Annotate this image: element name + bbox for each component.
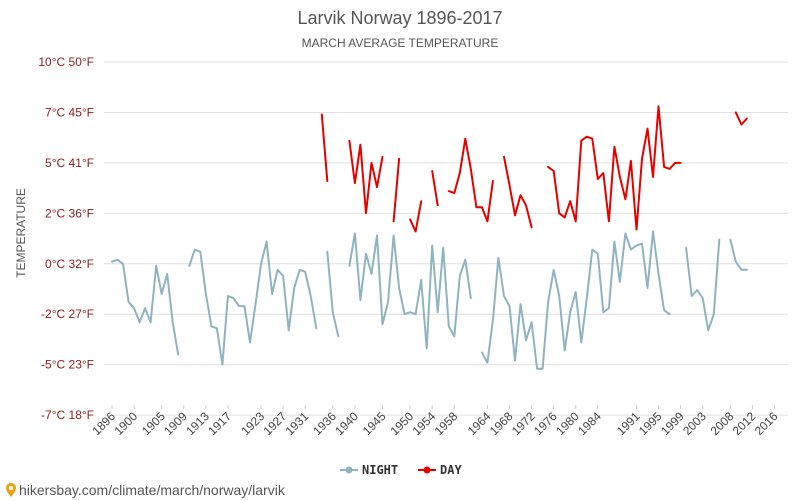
x-tick-label: 2003 xyxy=(680,409,709,438)
series-day xyxy=(320,105,748,233)
series-line-night xyxy=(480,230,671,370)
series-lines xyxy=(111,105,748,370)
x-tick-label: 1984 xyxy=(575,409,604,438)
y-tick-label: 7°C 45°F xyxy=(45,105,94,119)
x-tick-label: 1968 xyxy=(487,409,516,438)
series-line-day xyxy=(734,111,748,126)
y-tick-label: 10°C 50°F xyxy=(38,55,94,69)
y-tick-labels: 10°C 50°F 7°C 45°F 5°C 41°F 2°C 36°F 0°C 32°… xyxy=(38,55,94,422)
y-axis-label: TEMPERATURE xyxy=(14,188,28,278)
x-tick-label: 1954 xyxy=(410,409,439,438)
x-tick-label: 1945 xyxy=(360,409,389,438)
series-line-day xyxy=(320,113,329,182)
x-tick-label: 1964 xyxy=(465,409,494,438)
series-line-day xyxy=(431,170,439,207)
x-tick-label: 1972 xyxy=(509,409,538,438)
y-tick-label: -2°C 27°F xyxy=(41,307,94,321)
x-tick-label: 1976 xyxy=(531,409,560,438)
x-tick-label: 1999 xyxy=(658,409,687,438)
series-line-day xyxy=(348,139,384,215)
x-tick-label: 1917 xyxy=(205,409,234,438)
series-line-day xyxy=(447,137,494,223)
x-tick-label: 1931 xyxy=(283,409,312,438)
series-line-night xyxy=(326,250,340,338)
series-line-day xyxy=(409,200,423,233)
footer[interactable]: hikersbay.com/climate/march/norway/larvi… xyxy=(6,482,286,498)
x-tick-label: 2012 xyxy=(730,409,759,438)
series-line-night xyxy=(685,238,721,332)
source-link[interactable]: hikersbay.com/climate/march/norway/larvi… xyxy=(19,482,286,498)
x-tick-label: 1958 xyxy=(432,409,461,438)
y-tick-label: 5°C 41°F xyxy=(45,156,94,170)
series-line-night xyxy=(111,258,180,356)
y-tick-label: -5°C 23°F xyxy=(41,358,94,372)
x-tick-label: 1909 xyxy=(161,409,190,438)
x-tick-label: 1905 xyxy=(139,409,168,438)
x-tick-label: 1940 xyxy=(332,409,361,438)
x-tick-label: 1980 xyxy=(553,409,582,438)
series-line-night xyxy=(348,232,472,350)
x-tick-label: 1913 xyxy=(183,409,212,438)
series-night xyxy=(111,230,748,370)
series-line-night xyxy=(729,238,748,271)
legend-night-label: NIGHT xyxy=(362,463,398,477)
legend-day-label: DAY xyxy=(440,463,462,477)
legend-item-day[interactable]: DAY xyxy=(418,463,462,477)
legend-day-marker xyxy=(423,466,431,474)
x-tick-label: 1927 xyxy=(260,409,289,438)
x-tick-label: 1950 xyxy=(387,409,416,438)
x-tick-label: 1900 xyxy=(111,409,140,438)
series-line-day xyxy=(503,155,533,229)
chart-subtitle: MARCH AVERAGE TEMPERATURE xyxy=(302,36,499,50)
series-line-day xyxy=(547,105,682,231)
legend-item-night[interactable]: NIGHT xyxy=(340,463,398,477)
series-line-day xyxy=(392,157,401,223)
chart-title: Larvik Norway 1896-2017 xyxy=(297,8,502,28)
grid-lines xyxy=(104,61,788,416)
y-tick-label: 2°C 36°F xyxy=(45,206,94,220)
legend-night-marker xyxy=(345,466,353,474)
x-tick-label: 2016 xyxy=(752,409,781,438)
y-tick-label: 0°C 32°F xyxy=(45,257,94,271)
x-tick-label: 1936 xyxy=(310,409,339,438)
legend[interactable]: NIGHT DAY xyxy=(340,463,462,477)
location-pin-icon xyxy=(6,483,16,497)
x-tick-label: 1995 xyxy=(636,409,665,438)
x-tick-label: 1991 xyxy=(614,409,643,438)
y-tick-label: -7°C 18°F xyxy=(41,408,94,422)
x-tick-label: 1923 xyxy=(238,409,267,438)
series-line-night xyxy=(188,240,318,366)
x-tick-label: 2008 xyxy=(708,409,737,438)
